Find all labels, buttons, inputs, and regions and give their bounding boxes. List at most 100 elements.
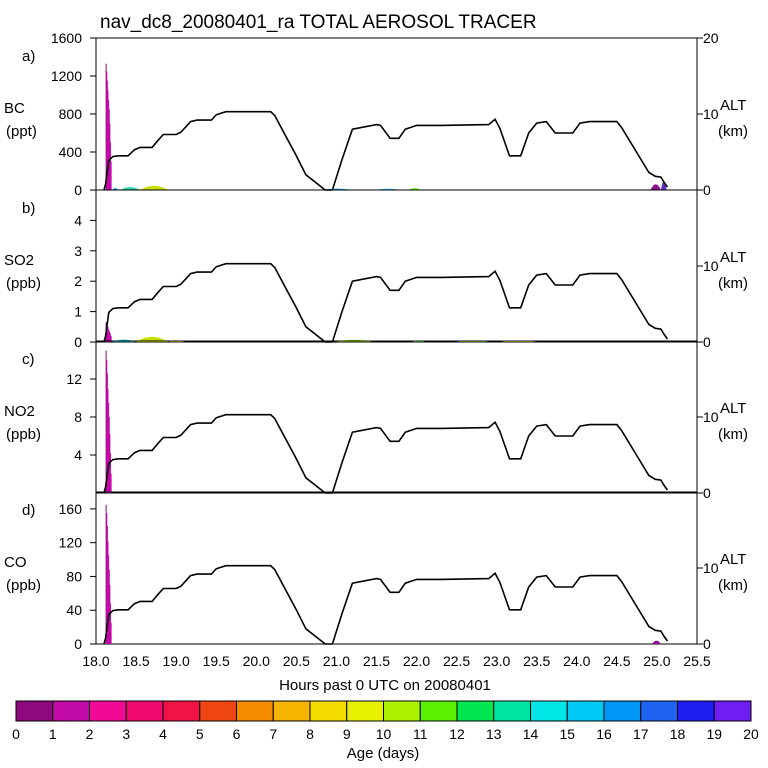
species-label: BC	[4, 100, 25, 117]
y-tick-label: 4	[74, 447, 82, 463]
y-tick-label: 160	[59, 501, 83, 517]
panel-no2: 4 8 12 0 10 ALT (km) c) NO2 (ppb)	[4, 340, 748, 501]
panel-letter: c)	[22, 351, 35, 368]
x-tick-label: 21.5	[363, 653, 390, 669]
x-tick-label: 23.5	[523, 653, 550, 669]
panel-frame	[95, 189, 698, 343]
colorbar-swatch	[640, 700, 678, 722]
y-tick-label: 0	[74, 182, 82, 198]
colorbar-label: Age (days)	[347, 745, 420, 762]
y-tick-label: 1600	[51, 30, 82, 46]
colorbar-swatch	[199, 700, 237, 722]
colorbar-swatch	[52, 700, 90, 722]
alt-unit-label: (km)	[718, 123, 748, 140]
colorbar-tick-label: 20	[743, 726, 759, 742]
panel-frame	[95, 340, 698, 494]
alt-axis-label: ALT	[720, 400, 746, 417]
panel-letter: d)	[22, 502, 35, 519]
tracer-spike-bar	[109, 453, 112, 493]
panel-frame	[95, 491, 698, 645]
tracer-spike-bar	[106, 373, 108, 493]
x-tick-label: 20.5	[283, 653, 310, 669]
colorbar-swatch	[162, 700, 201, 722]
colorbar-tick-label: 4	[159, 726, 167, 742]
tracer-spike-bar	[110, 622, 112, 644]
tracer-age-band	[650, 184, 661, 190]
alt-axis-label: ALT	[720, 551, 746, 568]
tracer-spike-bar	[109, 123, 111, 190]
y-tick-label: 1200	[51, 68, 82, 84]
colorbar-swatch	[566, 700, 605, 722]
tracer-spike-bar	[108, 109, 110, 190]
panel-group: 04008001200160001020ALT(km)a)BC(ppt)0123…	[4, 30, 748, 652]
x-tick-label: 25.0	[643, 653, 670, 669]
tracer-spike-bar	[108, 329, 110, 342]
alt-tick-label: 10	[703, 560, 719, 576]
y-tick-label: 8	[74, 409, 82, 425]
y-tick-label: 2	[74, 273, 82, 289]
colorbar-tick-label: 16	[596, 726, 612, 742]
x-tick-label: 23.0	[483, 653, 510, 669]
x-axis-label: Hours past 0 UTC on 20080401	[279, 677, 491, 694]
alt-tick-label: 20	[703, 30, 719, 46]
alt-axis-label: ALT	[720, 249, 746, 266]
colorbar-tick-label: 8	[306, 726, 314, 742]
colorbar-tick-label: 2	[86, 726, 94, 742]
panel-frame	[95, 37, 698, 191]
alt-tick-label: 0	[703, 485, 711, 501]
species-label: SO2	[4, 252, 34, 269]
alt-axis-label: ALT	[720, 97, 746, 114]
colorbar-swatch	[236, 700, 274, 722]
colorbar-tick-label: 3	[122, 726, 130, 742]
panel-letter: b)	[22, 200, 35, 217]
colorbar-swatch	[346, 700, 384, 722]
tracer-spike-bar	[106, 323, 108, 342]
colorbar-tick-label: 14	[523, 726, 539, 742]
y-tick-label: 120	[59, 535, 83, 551]
altitude-line	[103, 262, 669, 343]
colorbar-swatch	[456, 700, 495, 722]
x-tick-label: 20.0	[243, 653, 270, 669]
unit-label: (ppt)	[6, 123, 37, 140]
colorbar-tick-label: 7	[269, 726, 277, 742]
tracer-spike-bar	[108, 99, 110, 190]
panel-bc: 0 400 800 1200 1600 0 10 20 ALT (km) a) BC (ppt)	[4, 30, 748, 198]
tracer-spike-bar	[110, 474, 112, 493]
y-tick-label: 80	[66, 568, 82, 584]
alt-unit-label: (km)	[718, 426, 748, 443]
x-axis-ticks: 18.0 18.5 19.0 19.5 20.0 20.5 21.0 21.5 22.0 22.5…	[82, 653, 710, 669]
x-tick-label: 22.5	[443, 653, 470, 669]
tracer-spike-bar	[105, 350, 107, 493]
chart-title: nav_dc8_20080401_ra TOTAL AEROSOL TRACER	[100, 12, 537, 33]
colorbar-swatch	[530, 700, 568, 722]
y-tick-label: 0	[74, 636, 82, 652]
x-tick-label: 24.5	[603, 653, 630, 669]
colorbar-tick-label: 0	[12, 726, 20, 742]
species-label: CO	[4, 554, 27, 571]
unit-label: (ppb)	[6, 275, 41, 292]
y-tick-label: 1	[74, 304, 82, 320]
alt-tick-label: 10	[703, 258, 719, 274]
tracer-spike-bar	[106, 71, 108, 190]
alt-unit-label: (km)	[718, 577, 748, 594]
colorbar-tick-label: 12	[449, 726, 465, 742]
tracer-spike-bar	[106, 513, 108, 644]
tracer-spike-bar	[108, 417, 110, 493]
alt-tick-label: 0	[703, 182, 711, 198]
tracer-spike-bar	[107, 90, 109, 190]
tracer-spike-bar	[107, 326, 109, 342]
x-tick-label: 22.0	[403, 653, 430, 669]
altitude-line	[103, 110, 669, 191]
tracer-spike-bar	[110, 161, 112, 190]
y-tick-label: 4	[74, 212, 82, 228]
colorbar-swatch	[677, 700, 715, 722]
tracer-spike-bar	[108, 402, 110, 493]
unit-label: (ppb)	[6, 577, 41, 594]
tracer-spike-bar	[108, 331, 111, 342]
tracer-spike-bar	[108, 569, 110, 644]
tracer-spike-bar	[106, 360, 108, 493]
alt-unit-label: (km)	[718, 275, 748, 292]
colorbar-swatch	[15, 700, 54, 722]
y-tick-label: 40	[66, 602, 82, 618]
